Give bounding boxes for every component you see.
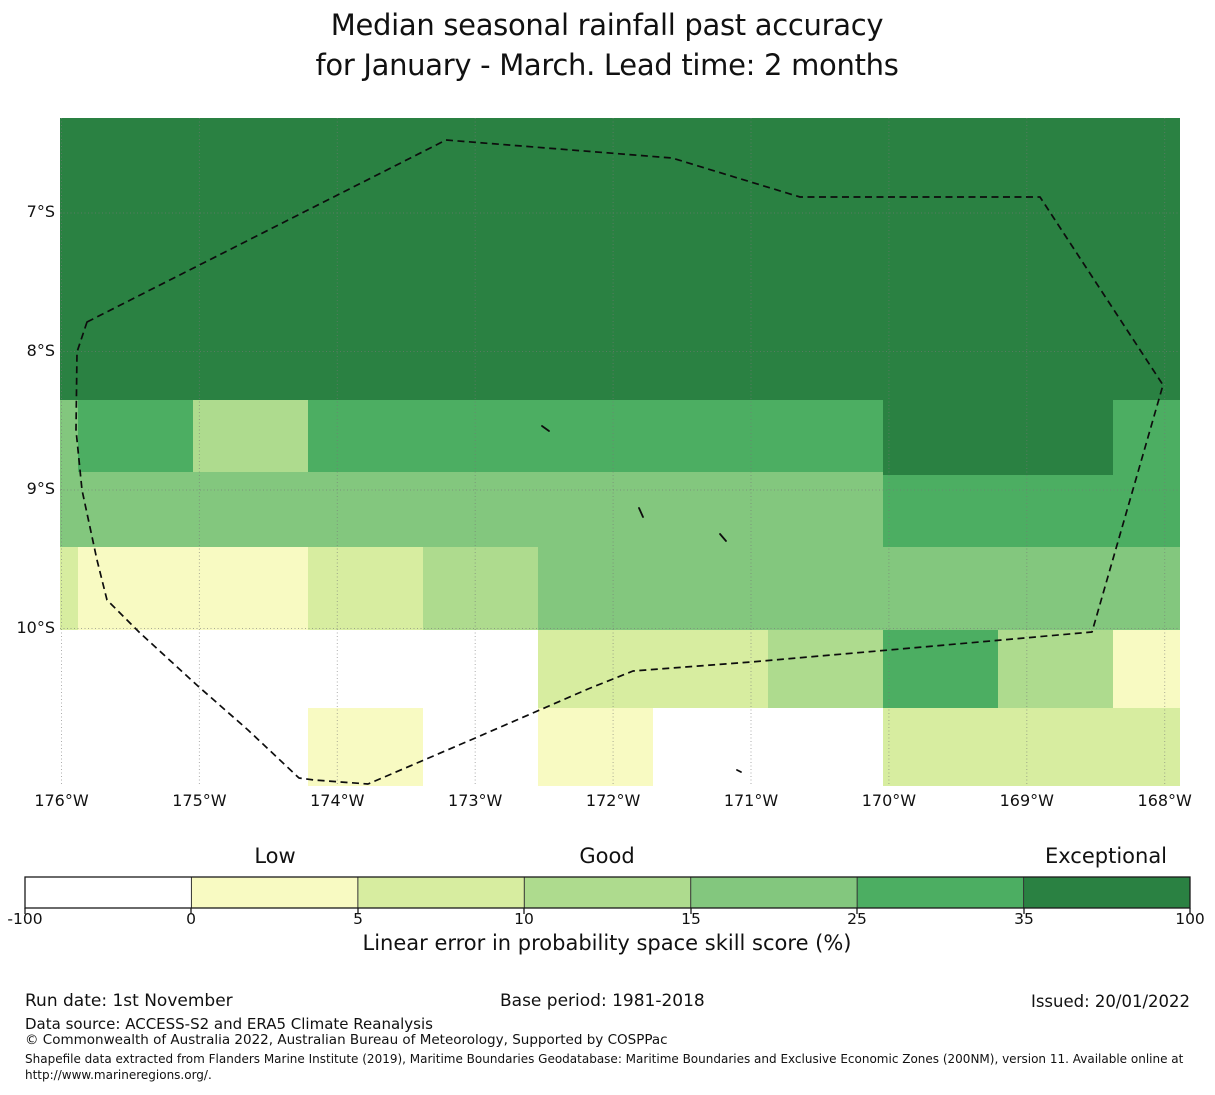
island-mark	[638, 507, 644, 518]
colorbar-segment	[524, 877, 691, 908]
map-cell	[1113, 400, 1180, 475]
colorbar-tick-label: 5	[353, 910, 363, 928]
lon-tick-label: 174°W	[310, 791, 365, 810]
colorbar-tick-label: -100	[7, 910, 43, 928]
map-cell	[538, 547, 1180, 630]
colorbar-segment	[1023, 877, 1190, 908]
footer-run-date: Run date: 1st November	[25, 991, 233, 1011]
map-cells	[60, 118, 1180, 786]
map-cell	[423, 547, 538, 630]
lat-tick-label: 10°S	[16, 617, 55, 637]
map-cell	[883, 630, 998, 708]
map-cell	[78, 400, 193, 472]
colorbar-tick-label: 35	[1014, 910, 1034, 928]
map-cell	[538, 708, 653, 786]
map-cell	[60, 472, 883, 547]
footer-base-period: Base period: 1981-2018	[500, 991, 705, 1011]
map-gridlines	[60, 118, 1180, 786]
map-cell	[308, 547, 423, 630]
lon-tick-label: 172°W	[585, 791, 641, 810]
map-cell	[60, 547, 78, 630]
map-cell	[883, 475, 1113, 547]
map-cell	[768, 630, 883, 708]
eez-boundary	[75, 139, 1164, 785]
chart-title-line1: Median seasonal rainfall past accuracy	[330, 8, 884, 42]
colorbar-segment	[25, 877, 192, 908]
map-cell	[193, 547, 308, 630]
footer-issued: Issued: 20/01/2022	[1030, 992, 1190, 1011]
lon-tick-label: 168°W	[1137, 791, 1192, 810]
lon-tick-label: 173°W	[448, 791, 503, 810]
colorbar-segment	[857, 877, 1024, 908]
colorbar-outline	[24, 876, 1191, 909]
colorbar-bar	[24, 876, 1191, 914]
island-marks	[541, 425, 742, 773]
footer-shapefile-line1: Shapefile data extracted from Flanders M…	[25, 1052, 1184, 1066]
colorbar-tick-label: 10	[514, 910, 534, 928]
lat-tick-label: 7°S	[26, 202, 55, 221]
colorbar-segment	[357, 877, 525, 908]
colorbar-tick-label: 100	[1175, 910, 1205, 928]
island-mark	[719, 533, 727, 542]
map-cell	[193, 400, 308, 472]
map-cell	[1113, 475, 1180, 547]
lat-tick-label: 9°S	[26, 479, 55, 498]
map-cell	[60, 400, 78, 472]
eez-dashed-line	[75, 139, 1164, 785]
map-cell	[883, 118, 1113, 475]
footer-copyright: © Commonwealth of Australia 2022, Austra…	[25, 1032, 668, 1048]
lon-tick-label: 175°W	[172, 791, 227, 810]
lat-tick-label: 8°S	[26, 340, 55, 360]
map-cell	[1113, 630, 1180, 708]
chart-title-line2: for January - March. Lead time: 2 months	[315, 48, 899, 82]
colorbar-tick-label: 25	[847, 910, 867, 928]
map-cell	[308, 708, 423, 786]
island-mark	[736, 769, 742, 773]
lon-tick-label: 169°W	[999, 791, 1054, 810]
colorbar-tick-label: 15	[681, 910, 701, 928]
footer-data-source: Data source: ACCESS-S2 and ERA5 Climate …	[25, 1015, 433, 1033]
footer-shapefile-line2: http://www.marineregions.org/.	[25, 1068, 212, 1082]
map-cell	[60, 118, 883, 400]
colorbar-segment	[690, 877, 858, 908]
lon-tick-label: 176°W	[34, 791, 89, 810]
colorbar-category-label: Good	[579, 844, 635, 868]
colorbar-axis-label: Linear error in probability space skill …	[362, 931, 852, 955]
lon-tick-label: 170°W	[861, 791, 917, 810]
colorbar-segment	[191, 877, 358, 908]
island-mark	[541, 425, 550, 432]
colorbar-tick-label: 0	[186, 910, 196, 928]
map-cell	[998, 630, 1113, 708]
map-cell	[78, 547, 193, 630]
map-cell	[308, 400, 883, 472]
colorbar-category-label: Exceptional	[1044, 844, 1168, 868]
map-cell	[1113, 118, 1180, 400]
colorbar-category-label: Low	[254, 844, 296, 868]
map-cell	[883, 708, 1180, 786]
lon-tick-label: 171°W	[723, 791, 779, 810]
